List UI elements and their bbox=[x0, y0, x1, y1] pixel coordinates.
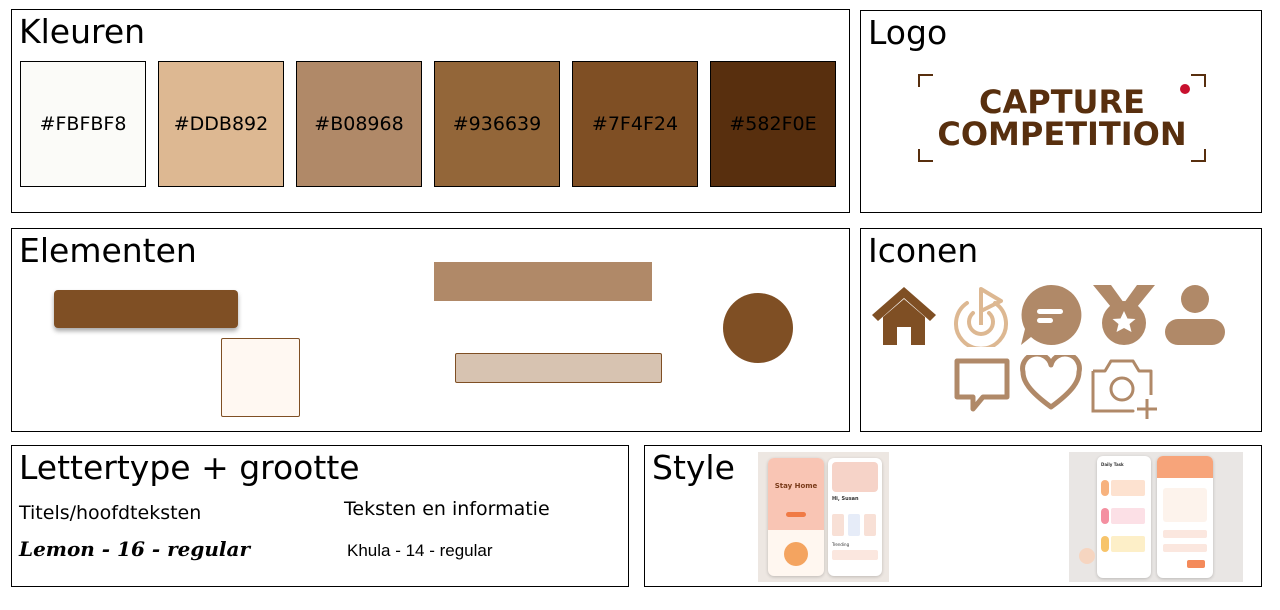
swatch-6: #582F0E bbox=[710, 61, 836, 187]
style-mockup-stay-home: Stay Home Hi, Susan Trending bbox=[758, 452, 889, 582]
swatch-1: #FBFBF8 bbox=[20, 61, 146, 187]
mockup-greeting: Hi, Susan bbox=[832, 496, 859, 502]
swatch-2: #DDB892 bbox=[158, 61, 284, 187]
mockup-phone-3: Daily Task bbox=[1097, 456, 1151, 578]
logo-title: Logo bbox=[868, 13, 948, 52]
swatch-label: #B08968 bbox=[314, 113, 404, 135]
chat-bubble-icon bbox=[1021, 284, 1082, 345]
swatch-label: #FBFBF8 bbox=[39, 113, 127, 135]
font-panel: Lettertype + grootte Titels/hoofdteksten… bbox=[11, 445, 629, 587]
mockup-phone-2: Hi, Susan Trending bbox=[828, 458, 882, 576]
colors-title: Kleuren bbox=[19, 12, 146, 51]
heading-font-label: Titels/hoofdteksten bbox=[19, 502, 202, 524]
capture-competition-logo: CAPTURE COMPETITION bbox=[917, 73, 1207, 163]
mockup-section: Trending bbox=[832, 542, 850, 547]
logo-line-competition: COMPETITION bbox=[937, 115, 1187, 153]
icons-title: Iconen bbox=[868, 231, 979, 270]
body-font-spec: Khula - 14 - regular bbox=[347, 541, 493, 560]
record-dot bbox=[1180, 84, 1190, 94]
swatch-label: #7F4F24 bbox=[591, 113, 679, 135]
elements-title: Elementen bbox=[19, 231, 197, 270]
heading-font-spec: Lemon - 16 - regular bbox=[19, 537, 250, 561]
mockup-daily-task: Daily Task bbox=[1101, 462, 1124, 467]
sample-circle-button[interactable] bbox=[723, 293, 793, 363]
swatch-3: #B08968 bbox=[296, 61, 422, 187]
body-font-label: Teksten en informatie bbox=[344, 498, 550, 520]
elements-panel: Elementen bbox=[11, 228, 850, 432]
sample-button[interactable] bbox=[54, 290, 238, 328]
mockup-phone-1: Stay Home bbox=[768, 458, 824, 576]
icons-panel: Iconen bbox=[860, 228, 1262, 432]
user-icon bbox=[1165, 285, 1225, 345]
style-panel: Style Stay Home Hi, Susan Trending Daily… bbox=[644, 445, 1262, 587]
sample-header-bar bbox=[434, 262, 652, 301]
mockup-stay-home-text: Stay Home bbox=[774, 482, 818, 490]
font-title: Lettertype + grootte bbox=[19, 448, 360, 487]
style-mockup-daily-task: Daily Task bbox=[1069, 452, 1243, 582]
swatch-5: #7F4F24 bbox=[572, 61, 698, 187]
sample-card bbox=[221, 338, 300, 417]
mockup-phone-4 bbox=[1157, 456, 1213, 578]
play-target-icon bbox=[954, 287, 1008, 347]
viewfinder-frame-icon bbox=[918, 74, 1206, 162]
logo-panel: Logo CAPTURE COMPETITION bbox=[860, 10, 1262, 213]
style-title: Style bbox=[652, 448, 735, 487]
home-icon bbox=[872, 287, 936, 345]
swatch-label: #936639 bbox=[452, 113, 542, 135]
comment-icon bbox=[954, 358, 1010, 412]
medal-icon bbox=[1093, 285, 1155, 345]
colors-panel: Kleuren #FBFBF8 #DDB892 #B08968 #936639 … bbox=[11, 9, 850, 213]
camera-add-icon bbox=[1091, 359, 1157, 419]
logo-line-capture: CAPTURE bbox=[978, 83, 1145, 121]
swatch-label: #DDB892 bbox=[173, 113, 269, 135]
sample-input-field[interactable] bbox=[455, 353, 662, 383]
swatch-4: #936639 bbox=[434, 61, 560, 187]
heart-icon bbox=[1020, 355, 1082, 410]
swatch-label: #582F0E bbox=[729, 113, 817, 135]
